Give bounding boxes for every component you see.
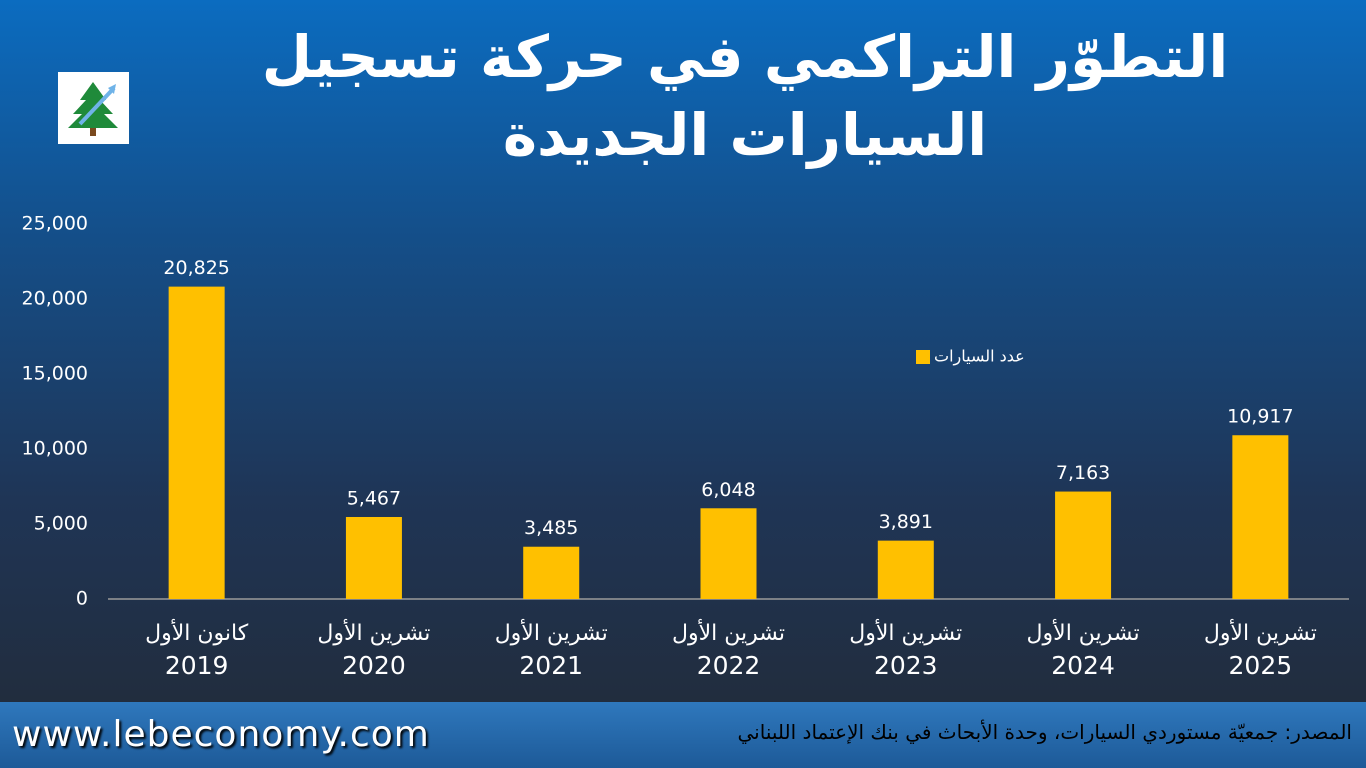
x-tick-label: تشرين الأول bbox=[495, 619, 608, 646]
source-note: المصدر: جمعيّة مستوردي السيارات، وحدة ال… bbox=[737, 720, 1352, 744]
bar bbox=[1055, 491, 1112, 599]
chart-title: التطوّر التراكمي في حركة تسجيل السيارات … bbox=[261, 23, 1229, 169]
logo-icon bbox=[68, 82, 118, 136]
bar bbox=[345, 516, 402, 599]
website: www.lebeconomy.com bbox=[12, 714, 430, 755]
x-tick-label: 2022 bbox=[697, 651, 761, 680]
x-tick-label: تشرين الأول bbox=[849, 619, 962, 646]
x-tick-label: 2021 bbox=[519, 651, 583, 680]
data-label: 10,917 bbox=[1227, 406, 1293, 428]
y-tick-label: 20,000 bbox=[22, 288, 88, 310]
y-tick-label: 5,000 bbox=[34, 513, 88, 535]
bar bbox=[168, 286, 225, 599]
chart: 0 5,000 10,000 15,000 20,000 25,000 كانون الأو… bbox=[22, 213, 1349, 680]
data-label: 5,467 bbox=[347, 487, 401, 509]
x-tick-label: تشرين الأول bbox=[672, 619, 785, 646]
x-tick-label: 2023 bbox=[874, 651, 938, 680]
legend-label: عدد السيارات bbox=[934, 347, 1025, 367]
data-label: 6,048 bbox=[701, 479, 755, 501]
x-tick-label: 2024 bbox=[1051, 651, 1115, 680]
y-tick-label: 0 bbox=[76, 588, 88, 610]
x-tick-label: تشرين الأول bbox=[317, 619, 430, 646]
x-tick-label: كانون الأول bbox=[145, 619, 249, 646]
y-tick-label: 25,000 bbox=[22, 213, 88, 235]
x-tick-label: 2019 bbox=[165, 651, 229, 680]
x-tick-label: تشرين الأول bbox=[1027, 619, 1140, 646]
data-label: 3,891 bbox=[879, 511, 933, 533]
data-label: 7,163 bbox=[1056, 462, 1110, 484]
x-tick-label: 2020 bbox=[342, 651, 406, 680]
data-label: 3,485 bbox=[524, 517, 578, 539]
y-tick-label: 10,000 bbox=[22, 438, 88, 460]
legend-swatch bbox=[916, 350, 930, 364]
bar bbox=[700, 508, 757, 599]
x-tick-label: تشرين الأول bbox=[1204, 619, 1317, 646]
logo bbox=[58, 72, 129, 144]
footer: www.lebeconomy.com المصدر: جمعيّة مستورد… bbox=[0, 702, 1366, 768]
bar bbox=[877, 540, 934, 599]
y-tick-label: 15,000 bbox=[22, 363, 88, 385]
data-label: 20,825 bbox=[163, 257, 229, 279]
bar bbox=[523, 546, 580, 599]
bar bbox=[1232, 435, 1289, 599]
x-tick-label: 2025 bbox=[1229, 651, 1293, 680]
